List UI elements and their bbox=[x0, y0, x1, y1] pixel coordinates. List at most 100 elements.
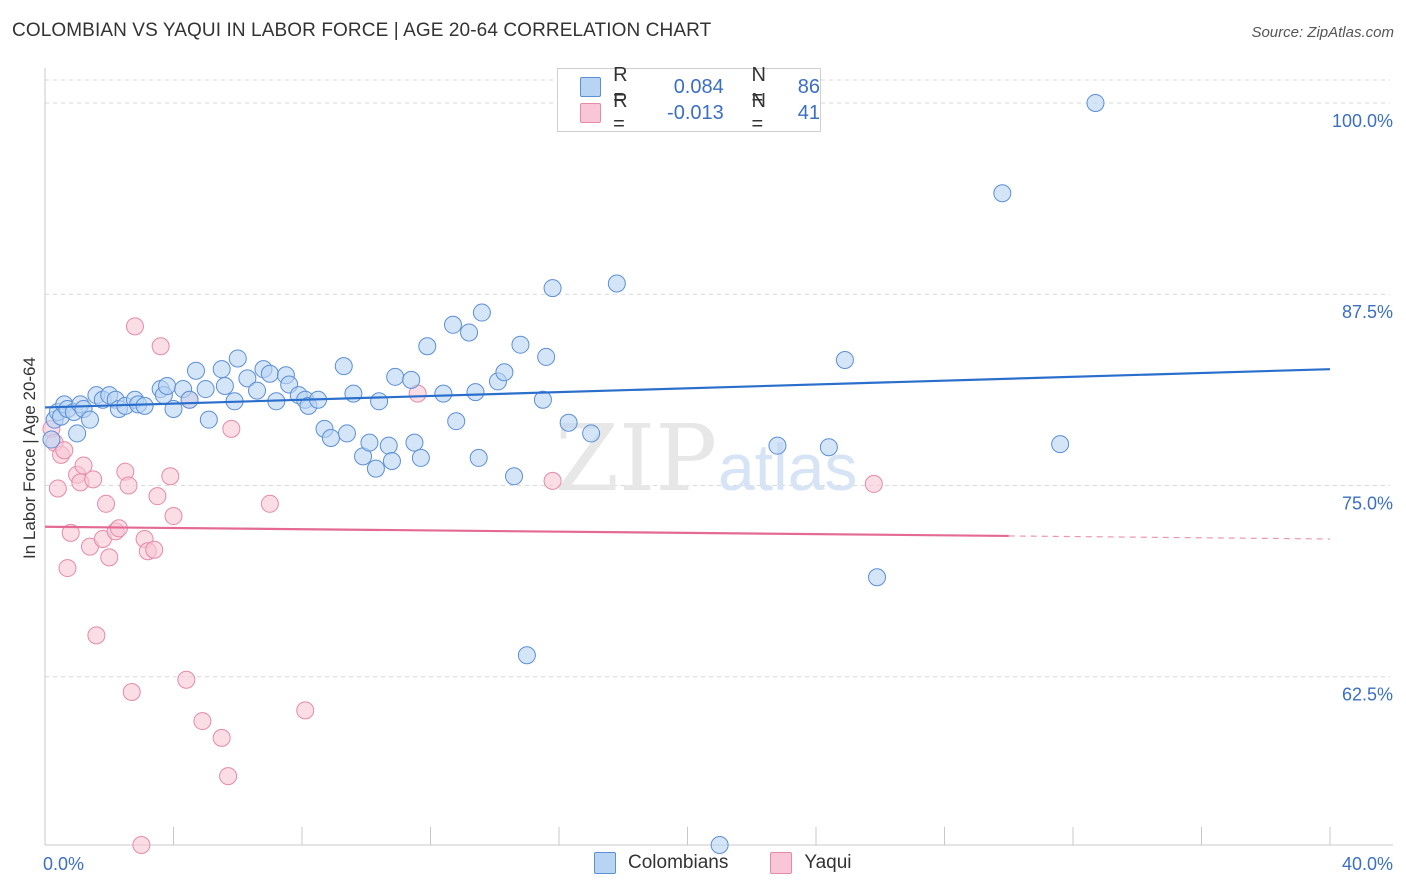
colombians-point bbox=[260, 364, 279, 383]
colombians-point bbox=[382, 451, 401, 470]
colombians-point bbox=[42, 430, 61, 449]
colombians-point bbox=[607, 274, 626, 293]
colombians-point bbox=[248, 381, 267, 400]
yaqui-point bbox=[864, 474, 883, 493]
legend-row-colombians: R = 0.084 N = 86 bbox=[580, 64, 820, 109]
r-label: R = bbox=[613, 90, 628, 135]
yaqui-point bbox=[55, 441, 74, 460]
n-label: N = bbox=[751, 64, 766, 109]
colombians-point bbox=[835, 350, 854, 369]
yaqui-point bbox=[97, 494, 116, 513]
yaqui-point bbox=[145, 540, 164, 559]
legend-item-colombians: Colombians bbox=[594, 852, 728, 874]
yaqui-point bbox=[58, 559, 77, 578]
colombians-label: Colombians bbox=[628, 852, 729, 873]
colombians-point bbox=[215, 377, 234, 395]
yaqui-point bbox=[122, 683, 141, 701]
colombians-swatch bbox=[594, 852, 616, 874]
colombians-point bbox=[68, 424, 87, 443]
colombians-point bbox=[366, 459, 385, 478]
yaqui-point bbox=[177, 670, 196, 689]
y-tick-label: 100.0% bbox=[1332, 111, 1393, 131]
yaqui-trend-extension bbox=[1008, 535, 1331, 540]
x-tick-label: 40.0% bbox=[1342, 854, 1393, 874]
n-label: N = bbox=[751, 90, 766, 135]
colombians-point bbox=[460, 323, 479, 342]
colombians-point bbox=[321, 429, 340, 448]
colombians-point bbox=[537, 347, 556, 366]
n-value: 41 bbox=[797, 101, 821, 124]
watermark-atlas: atlas bbox=[718, 430, 857, 504]
yaqui-point bbox=[212, 728, 231, 747]
colombians-point bbox=[228, 349, 247, 368]
colombians-point bbox=[533, 390, 552, 409]
yaqui-point bbox=[87, 626, 106, 645]
colombians-point bbox=[238, 369, 257, 388]
yaqui-trend-line bbox=[44, 525, 1009, 538]
watermark-zip: ZIP bbox=[555, 405, 717, 512]
colombians-point bbox=[370, 392, 389, 411]
yaqui-point bbox=[61, 523, 80, 542]
colombians-point bbox=[199, 410, 218, 429]
y-tick-label: 75.0% bbox=[1342, 493, 1393, 513]
colombians-point bbox=[196, 380, 215, 399]
yaqui-point bbox=[48, 479, 67, 498]
colombians-point bbox=[334, 357, 353, 376]
x-tick-label: 0.0% bbox=[43, 854, 84, 874]
yaqui-point bbox=[125, 317, 144, 336]
colombians-point bbox=[993, 184, 1012, 203]
colombians-point bbox=[158, 377, 177, 395]
colombians-point bbox=[466, 383, 485, 402]
colombians-point bbox=[868, 568, 887, 587]
colombians-point bbox=[337, 424, 356, 443]
colombians-point bbox=[212, 360, 231, 379]
colombians-point bbox=[447, 412, 466, 431]
yaqui-point bbox=[151, 337, 170, 356]
colombians-point bbox=[511, 335, 530, 354]
watermark: ZIP atlas bbox=[555, 405, 857, 512]
colombians-point bbox=[582, 424, 601, 443]
colombians-trend-line bbox=[44, 368, 1331, 409]
colombians-point bbox=[505, 467, 524, 486]
colombians-point bbox=[434, 384, 453, 403]
colombians-point bbox=[517, 646, 536, 665]
stats-legend: R = 0.084 N = 86 R = -0.013 N = 41 bbox=[557, 64, 821, 135]
yaqui-swatch bbox=[580, 103, 602, 123]
series-legend: Colombians Yaqui bbox=[594, 852, 894, 874]
colombians-point bbox=[186, 361, 205, 380]
colombians-point bbox=[80, 410, 99, 429]
colombians-point bbox=[418, 337, 437, 356]
yaqui-swatch bbox=[770, 852, 793, 874]
source-label: Source: ZipAtlas.com bbox=[1251, 24, 1394, 41]
yaqui-point bbox=[100, 548, 119, 567]
colombians-point bbox=[1051, 435, 1070, 454]
yaqui-point bbox=[222, 419, 241, 438]
colombians-point bbox=[443, 315, 462, 334]
y-tick-label: 87.5% bbox=[1342, 302, 1393, 322]
colombians-point bbox=[1086, 93, 1105, 112]
yaqui-point bbox=[193, 712, 212, 731]
colombians-point bbox=[495, 363, 514, 382]
yaqui-label: Yaqui bbox=[804, 852, 852, 873]
yaqui-point bbox=[296, 701, 315, 720]
yaqui-point bbox=[260, 494, 279, 513]
yaqui-point bbox=[161, 467, 180, 486]
colombians-point bbox=[559, 413, 578, 432]
colombians-point bbox=[135, 396, 154, 415]
legend-row-yaqui: R = -0.013 N = 41 bbox=[580, 90, 821, 135]
colombians-point bbox=[402, 370, 421, 389]
colombians-point bbox=[710, 836, 729, 854]
yaqui-point bbox=[148, 487, 167, 506]
yaqui-point bbox=[132, 836, 151, 854]
yaqui-point bbox=[74, 456, 93, 475]
colombians-point bbox=[469, 448, 488, 467]
r-label: R = bbox=[613, 64, 628, 109]
chart-title: COLOMBIAN VS YAQUI IN LABOR FORCE | AGE … bbox=[12, 20, 712, 41]
colombians-point bbox=[360, 433, 379, 452]
trend-layer bbox=[44, 368, 1331, 540]
colombians-point bbox=[472, 303, 491, 322]
colombians-point bbox=[768, 436, 787, 455]
colombians-point bbox=[386, 367, 405, 386]
colombians-point bbox=[379, 436, 398, 455]
